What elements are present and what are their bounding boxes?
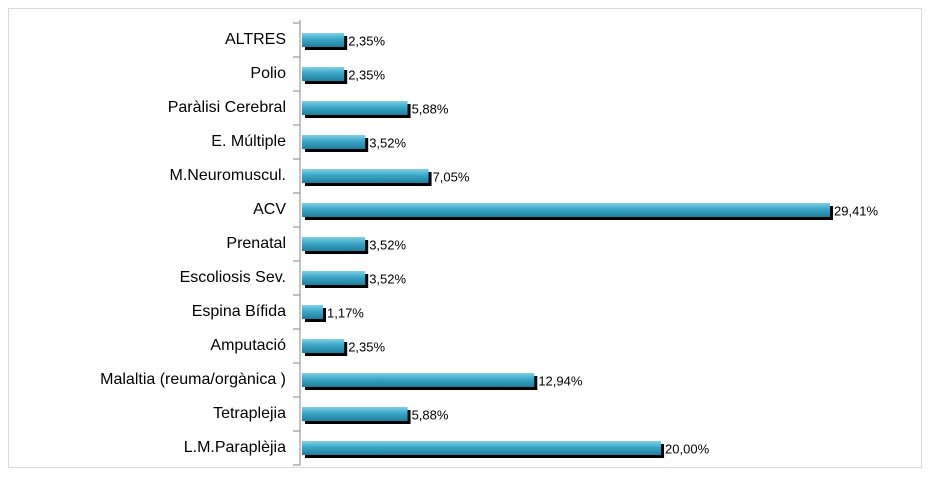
category-label: Polio [250,65,286,82]
value-label: 3,52% [369,135,406,150]
category-label: ACV [253,201,286,218]
category-label: E. Múltiple [211,133,286,150]
bar [302,33,345,47]
value-label: 2,35% [348,339,385,354]
bar [302,407,408,421]
value-label: 20,00% [665,441,710,456]
bar [302,441,662,455]
value-label: 29,41% [834,203,879,218]
value-label: 5,88% [412,101,449,116]
category-label: Malaltia (reuma/orgànica ) [100,371,286,388]
bar [302,169,429,183]
bar [302,373,535,387]
chart-frame [8,8,922,468]
bar [302,135,366,149]
value-label: 2,35% [348,33,385,48]
category-label: Prenatal [226,235,286,252]
bar [302,203,830,217]
bar [302,339,345,353]
bar [302,271,366,285]
value-label: 5,88% [412,407,449,422]
category-label: ALTRES [225,31,286,48]
category-label: Espina Bífida [192,303,286,320]
value-label: 12,94% [538,373,583,388]
value-label: 2,35% [348,67,385,82]
value-label: 7,05% [433,169,470,184]
category-label: L.M.Paraplèjia [184,439,286,456]
bar [302,101,408,115]
category-label: Amputació [210,337,286,354]
value-label: 1,17% [327,305,364,320]
bar [302,237,366,251]
value-label: 3,52% [369,271,406,286]
category-label: Paràlisi Cerebral [168,99,286,116]
bar [302,305,324,319]
category-label: M.Neuromuscul. [170,167,286,184]
category-label: Escoliosis Sev. [180,269,286,286]
bar [302,67,345,81]
category-label: Tetraplejia [213,405,286,422]
value-label: 3,52% [369,237,406,252]
